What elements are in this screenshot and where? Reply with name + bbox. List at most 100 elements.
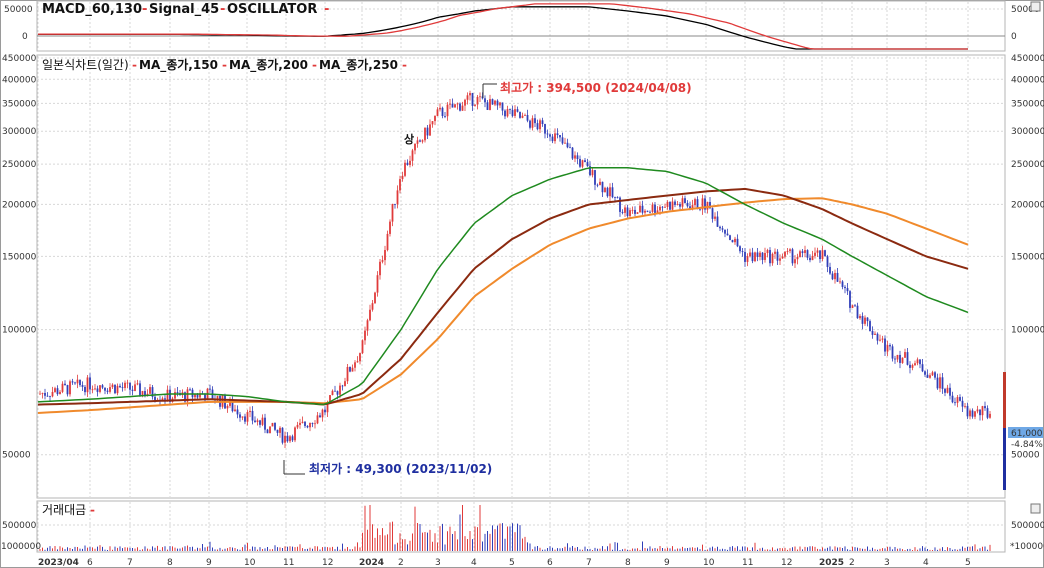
candle-body xyxy=(771,253,774,264)
candle-body xyxy=(801,251,804,254)
candle-body xyxy=(776,251,779,261)
price-ytick-right: 200000 xyxy=(1011,200,1044,210)
candle-body xyxy=(936,377,939,389)
candle-body xyxy=(131,389,134,391)
candle-body xyxy=(684,198,686,203)
volume-bars xyxy=(39,505,991,551)
candle-body xyxy=(331,390,334,396)
candle-body xyxy=(586,162,589,167)
candle-body xyxy=(651,204,654,212)
price-ytick-left: 150000 xyxy=(2,252,37,262)
candle-body xyxy=(139,383,141,396)
candle-body xyxy=(904,352,906,358)
x-tick-label: 5 xyxy=(965,558,971,568)
candle-body xyxy=(424,127,426,141)
candle-body xyxy=(119,385,121,388)
candle-body xyxy=(439,107,441,110)
candle-body xyxy=(99,385,101,392)
candle-body xyxy=(299,422,301,425)
candle-body xyxy=(824,250,826,257)
price-down-range-bar xyxy=(1003,428,1006,490)
candle-body xyxy=(671,201,674,210)
ma250-label: MA_종가,250 xyxy=(319,57,398,73)
candle-body xyxy=(471,93,474,106)
candle-body xyxy=(454,104,456,108)
candle-body xyxy=(121,387,124,389)
candle-body xyxy=(549,134,551,137)
candle-body xyxy=(306,425,309,428)
candle-body xyxy=(686,202,689,207)
volume-title: 거래대금 xyxy=(42,503,86,517)
candle-body xyxy=(751,252,754,262)
candle-body xyxy=(274,422,276,430)
candle-body xyxy=(649,211,651,213)
candle-body xyxy=(129,382,131,390)
candle-body xyxy=(981,406,984,416)
x-tick-label: 9 xyxy=(664,558,670,568)
candle-body xyxy=(421,140,424,142)
candle-body xyxy=(704,198,706,210)
candle-body xyxy=(81,385,84,387)
candle-body xyxy=(711,208,714,219)
candle-body xyxy=(474,104,476,106)
candle-body xyxy=(741,251,744,252)
candle-body xyxy=(961,400,964,407)
candle-body xyxy=(136,383,139,385)
candle-body xyxy=(829,266,831,274)
candle-body xyxy=(584,160,586,163)
candle-body xyxy=(396,190,399,205)
candle-body xyxy=(141,391,144,396)
candle-body xyxy=(401,175,404,180)
candle-body xyxy=(126,382,129,384)
candle-body xyxy=(859,316,861,319)
candle-body xyxy=(321,409,324,418)
ma200-line xyxy=(37,187,969,406)
price-ytick-right: 300000 xyxy=(1011,127,1044,137)
price-ytick-right: 250000 xyxy=(1011,160,1044,170)
candle-body xyxy=(389,221,391,234)
volume-panel-toggle-button[interactable] xyxy=(1030,503,1041,514)
candle-body xyxy=(514,109,516,116)
candle-body xyxy=(724,229,726,234)
candle-body xyxy=(229,400,231,406)
candle-body xyxy=(701,198,704,210)
candle-body xyxy=(254,420,256,423)
candle-body xyxy=(366,320,369,331)
x-tick-label: 3 xyxy=(435,558,441,568)
candle-body xyxy=(364,330,366,341)
candle-body xyxy=(264,417,266,430)
macd-panel-toggle-button[interactable] xyxy=(1030,1,1041,12)
candle-body xyxy=(281,427,284,443)
candle-body xyxy=(531,118,534,128)
candle-body xyxy=(696,199,699,209)
candle-body xyxy=(769,250,771,264)
candle-body xyxy=(814,252,816,256)
candle-body xyxy=(276,429,279,433)
candle-body xyxy=(446,104,449,117)
candle-body xyxy=(854,305,856,307)
candle-body xyxy=(104,387,106,391)
candle-body xyxy=(639,205,641,213)
candle-body xyxy=(361,340,364,354)
candle-body xyxy=(41,393,44,394)
candle-body xyxy=(461,105,464,111)
candle-body xyxy=(689,206,691,210)
x-tick-label: 5 xyxy=(509,558,515,568)
candle-body xyxy=(346,367,349,382)
candle-body xyxy=(89,377,91,390)
candle-body xyxy=(646,210,649,212)
candle-body xyxy=(946,387,949,393)
price-ytick-right: 400000 xyxy=(1011,75,1044,85)
candle-body xyxy=(46,395,49,397)
candle-body xyxy=(554,133,556,142)
candle-body xyxy=(799,251,801,257)
candle-body xyxy=(234,409,236,412)
candle-body xyxy=(414,143,416,151)
candle-body xyxy=(619,197,621,212)
candle-body xyxy=(249,410,251,413)
low-label: 최저가 : 49,300 (2023/11/02) xyxy=(309,461,492,476)
candle-body xyxy=(296,424,299,428)
x-tick-label: 2025 xyxy=(819,558,844,568)
candle-body xyxy=(524,114,526,116)
candle-body xyxy=(889,345,891,347)
